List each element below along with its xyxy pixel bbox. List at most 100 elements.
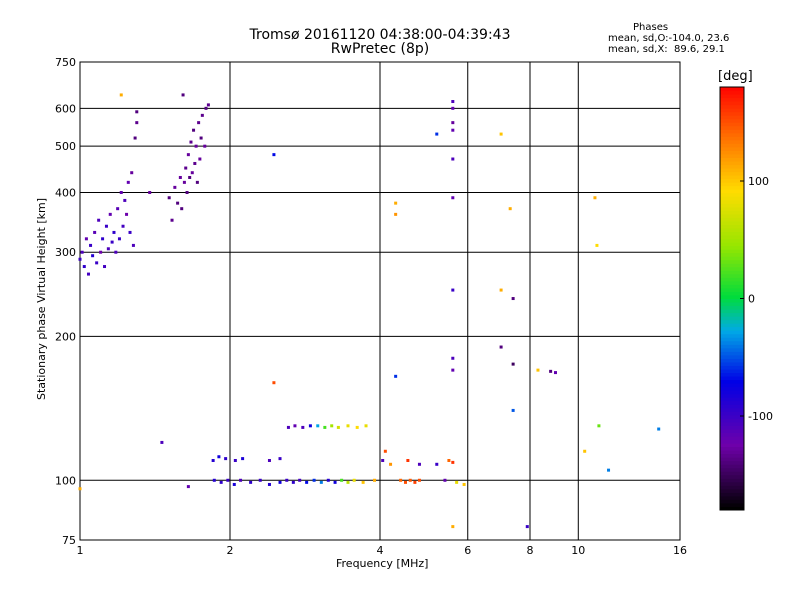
- colorbar-segment: [720, 283, 744, 289]
- data-point: [330, 424, 334, 428]
- data-point: [525, 525, 529, 529]
- colorbar-segment: [720, 192, 744, 197]
- x-axis-label: Frequency [MHz]: [336, 557, 429, 570]
- data-point: [451, 288, 455, 292]
- data-point: [128, 230, 132, 234]
- colorbar-segment: [720, 149, 744, 155]
- data-point: [200, 113, 204, 117]
- colorbar-segment: [720, 241, 744, 247]
- x-tick-label: 16: [673, 544, 687, 557]
- colorbar-segment: [720, 488, 744, 493]
- x-tick-label: 6: [464, 544, 471, 557]
- data-point: [78, 487, 82, 491]
- data-point: [399, 478, 403, 482]
- data-point: [197, 121, 201, 125]
- data-point: [361, 480, 365, 484]
- colorbar-segment: [720, 188, 744, 194]
- data-point: [192, 128, 196, 132]
- colorbar-segment: [720, 252, 744, 257]
- colorbar-segment: [720, 347, 744, 352]
- data-point: [305, 480, 309, 484]
- data-point: [123, 198, 127, 202]
- data-point: [211, 458, 215, 462]
- colorbar-segment: [720, 157, 744, 162]
- colorbar-segment: [720, 118, 744, 123]
- data-point: [451, 460, 455, 464]
- colorbar-segment: [720, 266, 744, 271]
- x-tick-label: 8: [527, 544, 534, 557]
- colorbar-segment: [720, 255, 744, 261]
- data-point: [112, 230, 116, 234]
- colorbar-segment: [720, 209, 744, 215]
- data-point: [333, 480, 337, 484]
- data-point: [549, 369, 553, 373]
- stats-o-mode: mean, sd,O:-104.0, 23.6: [608, 33, 730, 44]
- colorbar-segment: [720, 238, 744, 243]
- data-point: [451, 157, 455, 161]
- data-point: [319, 480, 323, 484]
- data-point: [272, 153, 276, 157]
- colorbar-segment: [720, 164, 744, 169]
- data-point: [194, 144, 198, 148]
- data-point: [511, 297, 515, 301]
- data-point: [104, 224, 108, 228]
- colorbar-segment: [720, 368, 744, 374]
- colorbar-segment: [720, 213, 744, 218]
- data-point: [117, 237, 121, 241]
- y-tick-label: 100: [55, 474, 76, 487]
- colorbar-segment: [720, 481, 744, 486]
- colorbar-segment: [720, 449, 744, 455]
- colorbar-segment: [720, 326, 744, 331]
- colorbar-segment: [720, 167, 744, 173]
- y-tick-label: 750: [55, 56, 76, 69]
- data-point: [148, 190, 152, 194]
- colorbar-segment: [720, 146, 744, 151]
- data-point: [413, 480, 417, 484]
- data-point: [131, 243, 135, 247]
- colorbar-segment: [720, 121, 744, 127]
- data-point: [135, 121, 139, 125]
- colorbar-segment: [720, 336, 744, 342]
- colorbar-segment: [720, 269, 744, 275]
- colorbar-segment: [720, 259, 744, 264]
- data-point: [383, 449, 387, 453]
- data-point: [135, 110, 139, 114]
- data-point: [499, 345, 503, 349]
- data-point: [346, 424, 350, 428]
- data-point: [130, 171, 134, 175]
- colorbar-segment: [720, 414, 744, 419]
- colorbar-segment: [720, 231, 744, 236]
- data-point: [336, 425, 340, 429]
- data-point: [219, 480, 223, 484]
- colorbar-segment: [720, 90, 744, 95]
- data-point: [189, 140, 193, 144]
- data-point: [184, 166, 188, 170]
- data-point: [182, 180, 186, 184]
- colorbar-segment: [720, 280, 744, 285]
- data-point: [301, 425, 305, 429]
- colorbar-segment: [720, 357, 744, 363]
- data-point: [451, 121, 455, 125]
- colorbar-segment: [720, 467, 744, 472]
- colorbar-segment: [720, 234, 744, 240]
- data-point: [106, 247, 110, 251]
- colorbar-segment: [720, 216, 744, 222]
- colorbar-segment: [720, 354, 744, 359]
- data-point: [355, 425, 359, 429]
- data-point: [239, 478, 243, 482]
- data-point: [406, 458, 410, 462]
- colorbar-segment: [720, 301, 744, 307]
- colorbar-segment: [720, 491, 744, 497]
- data-point: [97, 218, 101, 222]
- data-point: [394, 374, 398, 378]
- colorbar-segment: [720, 375, 744, 381]
- data-point: [232, 482, 236, 486]
- phase-colorbar: 100 0 -100: [719, 86, 773, 511]
- colorbar-segment: [720, 340, 744, 345]
- colorbar-segment: [720, 350, 744, 356]
- colorbar-segment: [720, 484, 744, 490]
- data-point: [657, 427, 661, 431]
- colorbar-segment: [720, 470, 744, 476]
- data-point: [451, 106, 455, 110]
- data-point: [323, 425, 327, 429]
